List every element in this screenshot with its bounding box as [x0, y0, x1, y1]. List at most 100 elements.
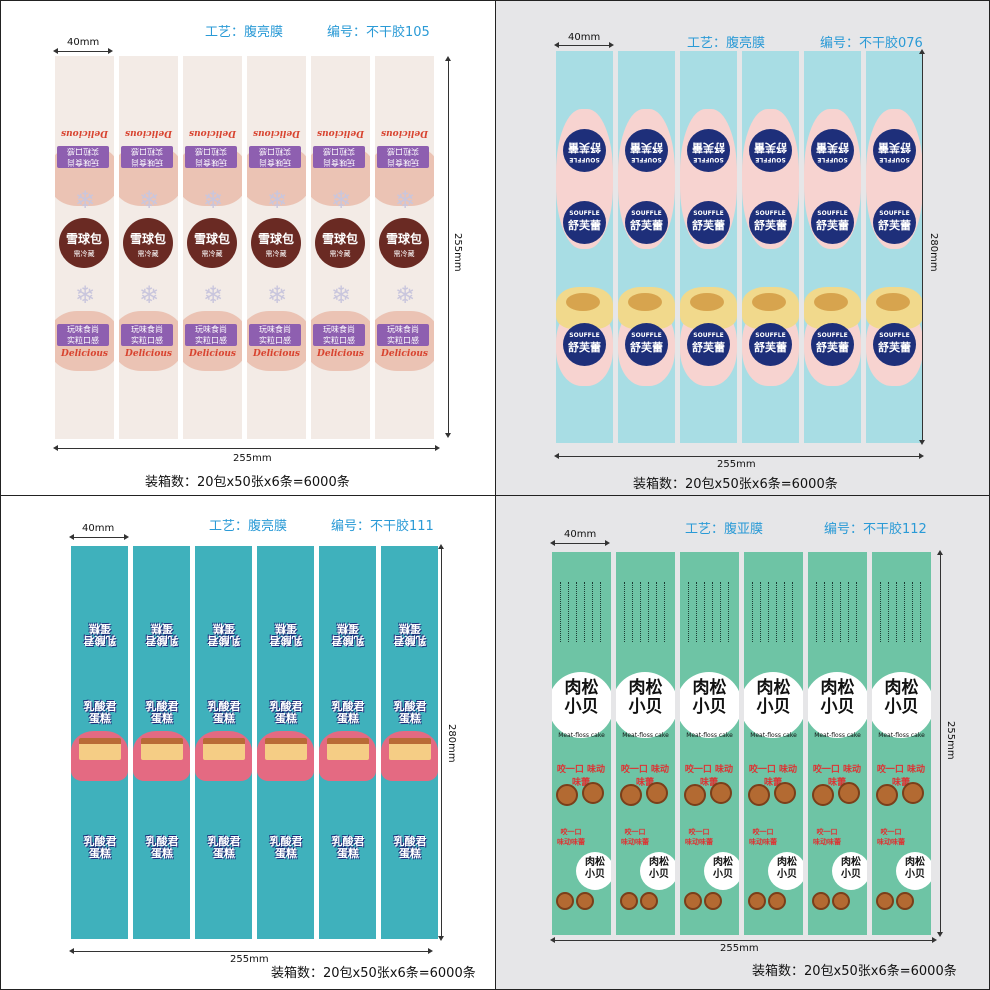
- meat-floss-cake-image: [620, 784, 642, 806]
- text-column: [920, 582, 923, 642]
- total-width-label: 255mm: [233, 453, 272, 464]
- meat-floss-cake-image: [710, 782, 732, 804]
- badge-title-en: SOUFFLE: [693, 332, 724, 339]
- brush-circle: [552, 672, 611, 738]
- total-width-arrow: [53, 445, 440, 451]
- promo-line: 实粒口感: [323, 147, 355, 156]
- height-label: 280mm: [446, 724, 457, 763]
- logo-line: 蛋糕: [151, 622, 173, 635]
- process-label: 工艺：腹亚膜: [685, 522, 764, 537]
- logo-line: 乳酸君: [145, 700, 179, 713]
- text-column: [856, 582, 859, 642]
- souffle-image: [804, 287, 861, 329]
- brush-circle: [680, 672, 739, 738]
- badge-title-en: SOUFFLE: [631, 210, 662, 217]
- meat-floss-cake-image: [748, 892, 766, 910]
- text-column: [776, 582, 779, 642]
- brush-circle: [832, 852, 867, 890]
- meat-floss-cake-image: [582, 782, 604, 804]
- title-line: 小贝: [713, 869, 733, 880]
- meat-floss-cake-image: [812, 784, 834, 806]
- logo-line: 蛋糕: [337, 847, 359, 860]
- product-name: 雪球包: [385, 232, 422, 246]
- meat-floss-cake-image: [876, 784, 898, 806]
- product-badge: SOUFFLE 舒芙蕾: [687, 323, 730, 366]
- text-column: [888, 582, 891, 642]
- brush-circle: [768, 852, 803, 890]
- text-column: [840, 582, 843, 642]
- brand-text: Delicious: [253, 128, 300, 138]
- title-line: 小贝: [649, 869, 669, 880]
- logo-line: 乳酸君: [331, 700, 365, 713]
- snowflake-icon: ❄: [75, 186, 96, 214]
- product-logo: 乳酸君 蛋糕: [325, 836, 371, 860]
- badge-title-en: SOUFFLE: [755, 332, 786, 339]
- title-line: 肉松: [820, 678, 855, 698]
- text-column: [576, 582, 579, 642]
- badge-title-cn: 舒芙蕾: [568, 219, 601, 232]
- brand-text: Delicious: [61, 128, 108, 138]
- logo-line: 蛋糕: [89, 622, 111, 635]
- logo-line: 乳酸君: [393, 700, 427, 713]
- brand-text: Delicious: [317, 128, 364, 138]
- promo-line: 玩味食尚: [131, 325, 163, 334]
- title-line: 肉松: [841, 857, 861, 868]
- promo-line: 玩味食尚: [67, 158, 99, 167]
- packing-count: 装箱数：20包x50张x6条=6000条: [271, 966, 476, 981]
- slogan-text: 咬一口 味动味蕾: [684, 765, 734, 788]
- label-strip: 肉松 小贝 Meat-floss cake 咬一口 味动味蕾 咬一口 味动味蕾 肉松 小贝: [552, 552, 611, 935]
- total-width-label: 255mm: [720, 943, 759, 954]
- souffle-image: [680, 287, 737, 329]
- logo-line: 蛋糕: [213, 712, 235, 725]
- meat-floss-cake-image: [576, 892, 594, 910]
- promo-tag: 玩味食尚 实粒口感: [121, 146, 173, 168]
- product-name: 雪球包: [65, 232, 102, 246]
- product-badge: SOUFFLE 舒芙蕾: [811, 129, 854, 172]
- product-logo: 乳酸君 蛋糕: [387, 836, 433, 860]
- label-strip: Delicious 玩味食尚 实粒口感 ❄ 雪球包 需冷藏 ❄ 玩味食尚 实粒口感 Delicio…: [247, 56, 306, 439]
- title-line: 肉松: [777, 857, 797, 868]
- badge-title-cn: 舒芙蕾: [692, 219, 725, 232]
- label-strip: 肉松 小贝 Meat-floss cake 咬一口 味动味蕾 咬一口 味动味蕾 肉松 小贝: [616, 552, 675, 935]
- snowflake-icon: ❄: [331, 281, 352, 309]
- promo-line: 玩味食尚: [259, 325, 291, 334]
- text-column: [624, 582, 627, 642]
- product-badge: SOUFFLE 舒芙蕾: [563, 323, 606, 366]
- logo-line: 蛋糕: [213, 622, 235, 635]
- product-badge: SOUFFLE 舒芙蕾: [687, 201, 730, 244]
- title-line: 肉松: [649, 857, 669, 868]
- label-sheet-panel-111: 工艺：腹亮膜 编号：不干胶111 40mm 乳酸君 蛋糕 乳酸君 蛋糕 乳酸君 蛋糕 乳酸君…: [0, 495, 496, 990]
- product-title: 肉松 小贝: [680, 679, 739, 717]
- promo-line: 实粒口感: [259, 147, 291, 156]
- promo-tag: 玩味食尚 实粒口感: [377, 324, 429, 346]
- title-line: 小贝: [884, 697, 919, 717]
- product-title: 肉松 小贝: [770, 857, 803, 881]
- logo-line: 蛋糕: [337, 622, 359, 635]
- promo-tag: 玩味食尚 实粒口感: [57, 324, 109, 346]
- product-logo: 乳酸君 蛋糕: [77, 836, 123, 860]
- promo-line: 实粒口感: [259, 336, 291, 345]
- storage-note: 需冷藏: [201, 250, 223, 258]
- cake-image: [389, 738, 431, 760]
- meat-floss-cake-image: [774, 782, 796, 804]
- slogan-text: 咬一口 味动味蕾: [877, 828, 905, 846]
- cake-image: [203, 738, 245, 760]
- meat-floss-cake-image: [812, 892, 830, 910]
- text-column: [752, 582, 755, 642]
- title-line: 肉松: [713, 857, 733, 868]
- product-logo: 乳酸君 蛋糕: [201, 622, 247, 647]
- title-line: 小贝: [692, 697, 727, 717]
- text-column: [592, 582, 595, 642]
- text-column: [880, 582, 883, 642]
- meat-floss-cake-image: [684, 784, 706, 806]
- logo-line: 蛋糕: [337, 712, 359, 725]
- label-strip: SOUFFLE 舒芙蕾 SOUFFLE 舒芙蕾 SOUFFLE 舒芙蕾: [556, 51, 613, 443]
- product-title: 肉松 小贝: [642, 857, 675, 881]
- title-line: 肉松: [884, 678, 919, 698]
- product-title: 肉松 小贝: [616, 679, 675, 717]
- product-name: 雪球包: [321, 232, 358, 246]
- logo-line: 蛋糕: [275, 847, 297, 860]
- promo-line: 玩味食尚: [323, 158, 355, 167]
- title-line: 肉松: [905, 857, 925, 868]
- label-sheet-panel-076: 工艺：腹亮膜 编号：不干胶076 40mm SOUFFLE 舒芙蕾 SOUFFLE 舒…: [495, 0, 990, 496]
